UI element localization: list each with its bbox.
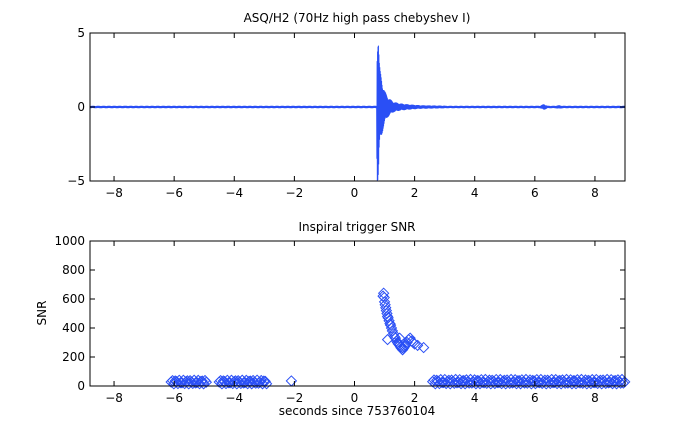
waveform-ytick-label: −5 [67,174,85,188]
snr-point [532,376,544,389]
snr-point [200,376,213,388]
snr-point [602,377,615,389]
snr-xtick-label: 2 [411,391,419,405]
snr-point [223,376,235,389]
snr-xtick-label: 6 [531,391,539,405]
waveform-ytick-label: 0 [77,100,85,114]
snr-xtick-label: −8 [105,391,123,405]
snr-xtick-label: −6 [165,391,183,405]
waveform-series-line [89,45,626,181]
snr-point [381,333,394,346]
waveform-axes: ASQ/H2 (70Hz high pass chebyshev I) −8 −6… [67,11,626,200]
waveform-xtick-label: 2 [411,186,419,200]
waveform-xtick-label: −4 [225,186,243,200]
snr-point [554,374,566,387]
snr-point [498,374,511,387]
waveform-xtick-label: −8 [105,186,123,200]
snr-point [380,304,393,317]
snr-title: Inspiral trigger SNR [298,220,415,234]
snr-point [455,377,467,390]
snr-point [384,319,397,331]
snr-axes: Inspiral trigger SNR −8 −6 −4 −2 0 2 4 6 8 0 200 40… [35,220,631,418]
snr-x-axis-label: seconds since 753760104 [279,404,436,418]
snr-point [408,338,421,350]
waveform-xtick-label: 0 [351,186,359,200]
snr-ytick-label: 0 [77,379,85,393]
snr-point [411,339,424,352]
snr-point [197,378,210,390]
snr-xtick-label: 0 [351,391,359,405]
snr-xtick-label: −4 [225,391,243,405]
snr-point [491,376,504,389]
waveform-ytick-label: 5 [77,26,85,40]
waveform-xtick-label: 4 [471,186,479,200]
waveform-xtick-label: 8 [591,186,599,200]
snr-point [614,377,627,389]
snr-point [547,376,559,389]
snr-point [451,377,463,389]
snr-point [535,373,547,386]
snr-point [385,322,398,334]
snr-xtick-label: 4 [471,391,479,405]
waveform-xtick-label: 6 [531,186,539,200]
snr-point [436,376,448,389]
waveform-xtick-label: −2 [286,186,304,200]
snr-point [476,376,489,388]
snr-ytick-label: 800 [62,263,85,277]
snr-point [174,376,187,389]
snr-y-axis-label: SNR [35,301,49,326]
snr-point [618,376,631,388]
snr-ticks: −8 −6 −4 −2 0 2 4 6 8 0 200 400 600 800 1000 [54,234,625,405]
waveform-xtick-label: −6 [165,186,183,200]
snr-xtick-label: −2 [286,391,304,405]
snr-ytick-label: 400 [62,321,85,335]
snr-point [189,377,202,389]
snr-xtick-label: 8 [591,391,599,405]
snr-ytick-label: 1000 [54,234,85,248]
snr-axes-box [89,240,626,387]
snr-point [378,291,390,304]
snr-point [587,376,600,389]
snr-ytick-label: 600 [62,292,85,306]
waveform-ticks: −8 −6 −4 −2 0 2 4 6 8 −5 0 5 [67,26,625,200]
waveform-plot-area [89,45,626,181]
snr-point [393,332,406,344]
snr-point [606,377,619,390]
waveform-title: ASQ/H2 (70Hz high pass chebyshev I) [244,11,471,25]
snr-plot-area [165,287,631,390]
snr-point [417,341,430,354]
snr-ytick-label: 200 [62,350,85,364]
snr-point [260,377,273,390]
snr-point [237,377,250,389]
snr-point [389,332,402,344]
